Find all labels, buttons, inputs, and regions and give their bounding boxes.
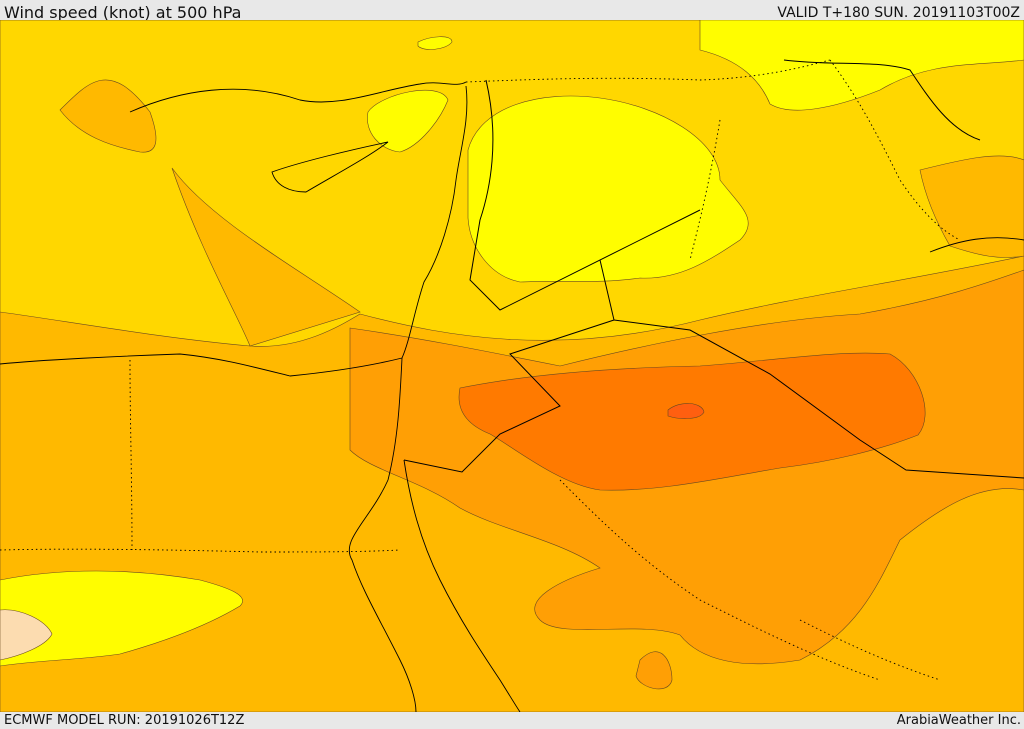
wind-band-pale-cyprus [367,89,449,153]
border-oman-yemen [799,619,941,681]
border-west-libya [129,359,133,551]
wind-band-pale-northeast [699,20,1024,111]
coastline-red-sea-east [403,459,521,712]
wind-band-orange-blob [635,651,673,690]
wind-band-peach [0,609,53,661]
wind-band-amber-northeast [919,155,1024,258]
map-title: Wind speed (knot) at 500 hPa [4,3,242,22]
coastline-gulf [929,237,1024,253]
country-borders [0,59,961,681]
border-saudi-interior [559,479,881,681]
wind-speed-map [0,20,1024,712]
coastline-red-sea-west [348,357,417,712]
border-syria-iraq [689,119,721,261]
wind-band-pale-southwest [0,570,243,667]
map-footer: ECMWF MODEL RUN: 20191026T12Z ArabiaWeat… [0,712,1024,729]
coastlines [0,81,1024,712]
wind-band-pale-north-central [467,95,749,283]
credit-label: ArabiaWeather Inc. [896,713,1021,728]
boundary-syria-iraq [469,79,701,311]
wind-band-pale-islet [417,36,453,50]
map-canvas [0,20,1024,712]
model-run-label: ECMWF MODEL RUN: 20191026T12Z [4,713,245,728]
boundaries-solid [403,59,1024,479]
wind-band-deep-orange [458,352,926,491]
border-turkey-syria [465,59,831,83]
boundary-iran [783,59,981,141]
map-header: Wind speed (knot) at 500 hPa VALID T+180… [0,0,1024,22]
coastline-anatolia [129,81,467,113]
coastline-cyprus [271,141,389,193]
wind-band-red-orange [667,403,705,419]
valid-time-label: VALID T+180 SUN. 20191103T00Z [777,5,1020,21]
coastline-egypt [0,353,403,377]
wind-band-amber-northwest [59,79,157,153]
boundary-saudi-kuwait [613,319,1024,479]
coastline-levant [401,85,468,359]
wind-band-amber-wedge [171,167,361,347]
